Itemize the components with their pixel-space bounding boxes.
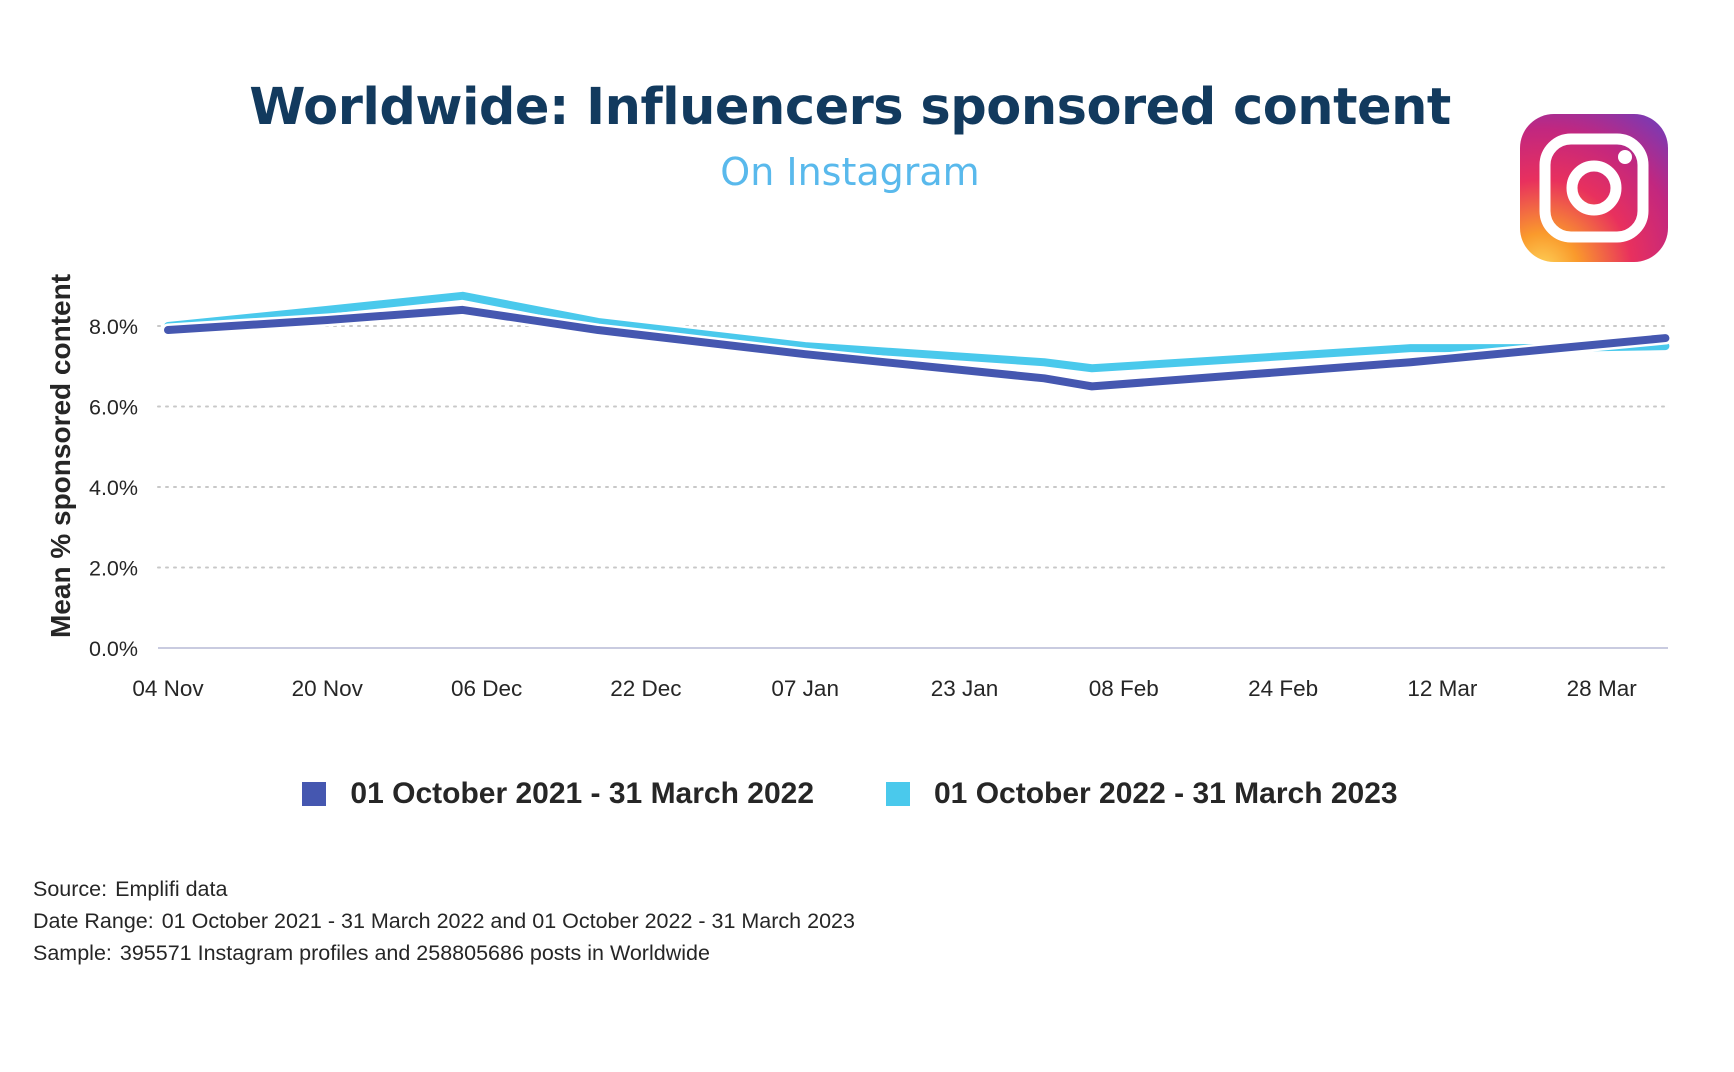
y-tick-label: 4.0% bbox=[89, 476, 138, 500]
x-tick-label: 24 Feb bbox=[1248, 676, 1318, 701]
source-line: Source: Emplifi data bbox=[33, 873, 855, 905]
chart-title: Worldwide: Influencers sponsored content bbox=[249, 78, 1451, 137]
legend-item-2022: 01 October 2022 - 31 March 2023 bbox=[886, 777, 1398, 811]
x-tick-label: 28 Mar bbox=[1567, 676, 1638, 701]
grid-layer bbox=[157, 325, 1669, 649]
x-tick-label: 08 Feb bbox=[1089, 676, 1159, 701]
series-line-2021 bbox=[164, 305, 1670, 391]
series-line-2022 bbox=[164, 291, 1670, 373]
date-range-value: 01 October 2021 - 31 March 2022 and 01 O… bbox=[161, 909, 855, 933]
y-tick-label: 2.0% bbox=[89, 557, 138, 581]
line-chart: 0.0% 2.0% 4.0% 6.0% 8.0% 04 Nov 20 Nov 06 Dec 22… bbox=[45, 273, 1672, 701]
y-tick-label: 0.0% bbox=[89, 637, 138, 661]
legend-item-2021: 01 October 2021 - 31 March 2022 bbox=[302, 777, 814, 811]
legend-label-2022: 01 October 2022 - 31 March 2023 bbox=[934, 777, 1398, 810]
sample-key: Sample: bbox=[33, 941, 112, 965]
y-tick-label: 6.0% bbox=[89, 396, 138, 420]
sample-line: Sample: 395571 Instagram profiles and 258… bbox=[33, 937, 855, 969]
sample-value: 395571 Instagram profiles and 258805686 … bbox=[119, 941, 710, 965]
x-tick-label: 23 Jan bbox=[931, 676, 999, 701]
source-value: Emplifi data bbox=[115, 877, 228, 901]
legend-swatch-2021 bbox=[302, 782, 327, 806]
series-layer bbox=[161, 289, 1672, 393]
date-range-key: Date Range: bbox=[33, 909, 154, 933]
date-range-line: Date Range: 01 October 2021 - 31 March 20… bbox=[33, 905, 855, 937]
legend: 01 October 2021 - 31 March 2022 01 Octob… bbox=[0, 777, 1700, 811]
x-tick-label: 20 Nov bbox=[292, 676, 364, 701]
instagram-logo-icon bbox=[1520, 114, 1668, 262]
x-tick-label: 12 Mar bbox=[1407, 676, 1478, 701]
source-key: Source: bbox=[33, 877, 108, 901]
y-tick-label: 8.0% bbox=[89, 315, 138, 339]
x-tick-label: 07 Jan bbox=[771, 676, 839, 701]
axis-layer: 0.0% 2.0% 4.0% 6.0% 8.0% 04 Nov 20 Nov 06 Dec 22… bbox=[45, 274, 1637, 701]
legend-label-2021: 01 October 2021 - 31 March 2022 bbox=[350, 777, 814, 810]
x-tick-label: 04 Nov bbox=[132, 676, 204, 701]
footer-notes: Source: Emplifi data Date Range: 01 Octobe… bbox=[33, 873, 855, 969]
y-axis-label: Mean % sponsored content bbox=[45, 274, 76, 638]
legend-swatch-2022 bbox=[886, 782, 910, 806]
chart-subtitle: On Instagram bbox=[720, 150, 980, 194]
x-tick-label: 06 Dec bbox=[451, 676, 522, 701]
x-tick-label: 22 Dec bbox=[610, 676, 681, 701]
